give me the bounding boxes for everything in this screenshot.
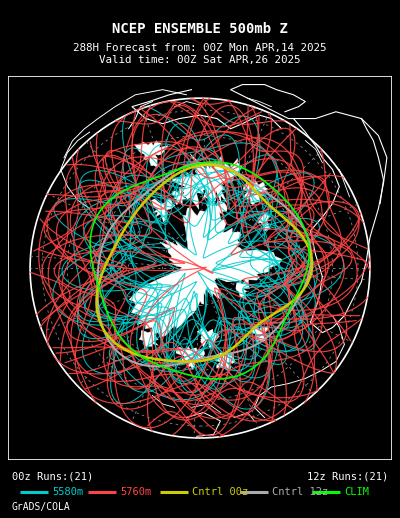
Polygon shape (219, 159, 242, 183)
Text: Cntrl 12z: Cntrl 12z (272, 487, 328, 497)
Text: 5580m: 5580m (52, 487, 83, 497)
Polygon shape (190, 153, 239, 206)
Text: GrADS/COLA: GrADS/COLA (12, 502, 71, 512)
Polygon shape (129, 205, 282, 337)
Text: 00z Runs:(21): 00z Runs:(21) (12, 471, 93, 482)
Text: 12z Runs:(21): 12z Runs:(21) (307, 471, 388, 482)
Polygon shape (152, 198, 175, 222)
Text: CLIM: CLIM (344, 487, 369, 497)
Text: 288H Forecast from: 00Z Mon APR,14 2025: 288H Forecast from: 00Z Mon APR,14 2025 (73, 43, 327, 53)
Polygon shape (197, 328, 219, 348)
Text: Cntrl 00z: Cntrl 00z (192, 487, 248, 497)
Polygon shape (236, 279, 250, 299)
Text: NCEP ENSEMBLE 500mb Z: NCEP ENSEMBLE 500mb Z (112, 22, 288, 36)
Polygon shape (172, 187, 187, 206)
Polygon shape (206, 199, 227, 222)
Polygon shape (134, 140, 168, 167)
Polygon shape (252, 326, 268, 342)
Polygon shape (139, 330, 158, 349)
Polygon shape (214, 352, 235, 371)
Polygon shape (172, 171, 208, 209)
Polygon shape (161, 301, 179, 320)
Text: Valid time: 00Z Sat APR,26 2025: Valid time: 00Z Sat APR,26 2025 (99, 55, 301, 65)
Polygon shape (258, 213, 271, 231)
Circle shape (30, 98, 370, 438)
Text: 5760m: 5760m (120, 487, 151, 497)
Polygon shape (176, 347, 205, 370)
Polygon shape (243, 180, 268, 205)
